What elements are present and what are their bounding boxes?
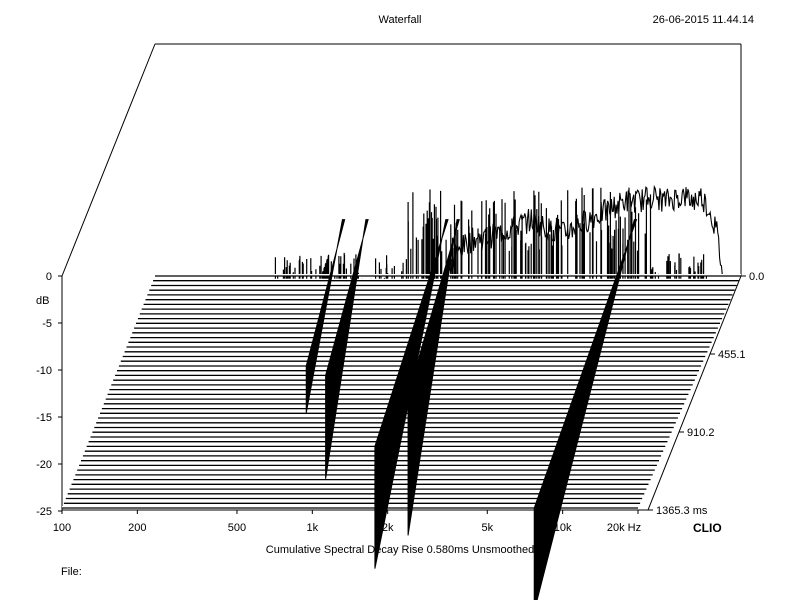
resonance-ridge	[325, 219, 369, 479]
chart-title: Waterfall	[378, 14, 422, 26]
initial-response-curve	[256, 184, 741, 281]
decay-slices	[62, 219, 741, 600]
y-tick-label: -15	[36, 412, 52, 424]
chart-subtitle: Cumulative Spectral Decay Rise 0.580ms U…	[265, 544, 535, 556]
slice-mask	[75, 472, 653, 476]
time-tick-label: 455.1	[718, 349, 746, 361]
slice-mask	[84, 449, 664, 452]
x-tick-label: 200	[128, 522, 146, 534]
x-tick-label: 1k	[307, 522, 319, 534]
time-axis-ticks: 0.0 455.1 910.2 1365.3 ms	[648, 271, 764, 517]
slice-mask	[136, 321, 720, 324]
y-tick-label: 0	[46, 271, 52, 283]
slice-mask	[77, 468, 655, 471]
slice-mask	[62, 506, 638, 509]
slice-mask	[132, 330, 716, 333]
timestamp: 26-06-2015 11.44.14	[652, 14, 754, 26]
y-axis-label: dB	[36, 295, 49, 307]
resonance-ridge	[374, 219, 449, 569]
slice-mask	[81, 458, 659, 461]
resonance-ridge	[305, 219, 346, 414]
y-axis-ticks: 0 -5 -10 -15 -20 -25	[36, 271, 62, 518]
x-tick-label: 5k	[481, 522, 493, 534]
slice-mask	[82, 453, 662, 457]
slice-mask	[71, 482, 649, 485]
slice-mask	[63, 501, 641, 504]
resonance-ridge	[533, 219, 638, 600]
time-tick-label: 910.2	[687, 427, 715, 439]
time-tick-label: 0.0	[749, 271, 764, 283]
brand-label: CLIO	[693, 521, 722, 535]
y-tick-label: -20	[36, 459, 52, 471]
y-tick-label: -10	[36, 365, 52, 377]
slice-mask	[73, 477, 651, 480]
slice-mask	[134, 326, 718, 329]
y-tick-label: -5	[42, 318, 52, 330]
x-tick-label: 500	[228, 522, 246, 534]
file-label: File:	[61, 566, 82, 578]
slice-mask	[69, 487, 647, 490]
slice-mask	[79, 463, 657, 466]
slice-mask	[65, 496, 643, 499]
x-axis-ticks: 100 200 500 1k 2k 5k 10k 20k Hz	[53, 510, 641, 534]
x-tick-label: 100	[53, 522, 71, 534]
resonance-ridge	[407, 219, 460, 536]
x-tick-label: 2k	[382, 522, 394, 534]
time-tick-label: 1365.3 ms	[656, 505, 708, 517]
x-tick-label: 10k	[554, 522, 572, 534]
x-tick-label: 20k Hz	[607, 522, 641, 534]
y-tick-label: -25	[36, 506, 52, 518]
slice-mask	[67, 491, 645, 494]
